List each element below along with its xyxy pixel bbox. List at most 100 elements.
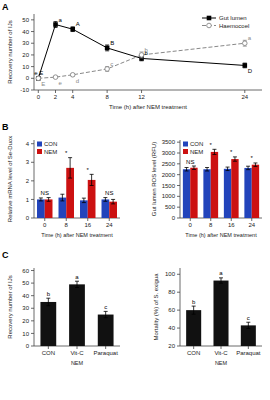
y-tick	[177, 163, 180, 164]
y-axis: 01234	[26, 140, 34, 221]
x-tick	[221, 346, 222, 349]
x-tick	[66, 218, 67, 221]
x-tick	[251, 218, 252, 221]
significance-label: a	[219, 270, 223, 276]
point-label: E	[41, 81, 45, 87]
y-tick	[177, 328, 180, 329]
error-bar	[185, 168, 189, 171]
x-axis-title: NEM	[71, 360, 84, 366]
x-tick-label: 0	[37, 94, 41, 100]
y-tick	[31, 31, 34, 32]
bar	[224, 169, 231, 218]
error-bar	[246, 322, 250, 328]
y-axis-line	[180, 268, 181, 346]
y-tick-label: 40	[22, 293, 29, 299]
x-tick	[190, 218, 191, 221]
point-label: e	[59, 80, 63, 86]
point	[36, 76, 41, 81]
x-tick-label: CON	[42, 350, 55, 356]
legend-swatch	[183, 149, 188, 154]
legend-label: NEM	[190, 149, 203, 155]
y-tick	[31, 270, 34, 271]
y-tick-label: 10	[22, 64, 29, 70]
legend-swatch	[183, 142, 188, 147]
x-tick	[87, 218, 88, 221]
significance-label: b	[192, 299, 196, 305]
legend-swatch	[37, 142, 42, 147]
point	[242, 41, 247, 46]
y-tick-label: 60	[22, 268, 29, 274]
x-tick	[210, 218, 211, 221]
y-tick-label: 2000	[162, 172, 176, 178]
panel: 0102030405060CONVit-CParaquatbacNEMRecov…	[2, 250, 120, 366]
error-bar	[60, 194, 64, 201]
error-bar	[219, 278, 223, 283]
y-tick-label: 3	[26, 159, 30, 165]
panel: 0500100015002000250030003500081624NS***T…	[151, 139, 262, 238]
y-tick-label: 30	[22, 40, 29, 46]
legend-label: Gut lumen	[219, 15, 247, 21]
bar	[69, 284, 85, 346]
error-bar	[47, 198, 51, 202]
x-axis: 081624	[34, 218, 120, 228]
bar	[244, 168, 251, 218]
x-axis: CONVit-CParaquat	[34, 346, 120, 356]
y-axis: -1001020304050	[20, 14, 34, 93]
bar	[80, 200, 88, 218]
y-tick-label: 3500	[162, 139, 176, 145]
y-tick	[31, 78, 34, 79]
bar	[183, 169, 190, 218]
y-tick-label: 1000	[162, 193, 176, 199]
x-tick	[44, 218, 45, 221]
y-axis-title: Recovery number of IJs	[7, 275, 13, 338]
x-tick-label: 16	[228, 222, 235, 228]
point	[36, 76, 41, 81]
y-tick	[31, 143, 34, 144]
y-tick	[177, 185, 180, 186]
y-tick	[31, 283, 34, 284]
y-tick-label: 0	[26, 343, 30, 349]
error-bar	[105, 67, 109, 72]
y-tick-label: 10	[22, 331, 29, 337]
x-axis-title: NEM	[215, 360, 228, 366]
y-tick-label: 4	[26, 141, 30, 147]
x-tick-label: 24	[248, 222, 255, 228]
point	[105, 46, 110, 51]
x-tick	[109, 218, 110, 221]
bar-series	[40, 281, 113, 346]
labels: bac	[192, 270, 250, 320]
x-tick-label: Paraquat	[93, 350, 118, 356]
significance-label: NS	[105, 190, 113, 196]
significance-label: b	[47, 291, 51, 297]
bar	[213, 281, 228, 346]
y-tick-label: 50	[22, 280, 29, 286]
significance-label: NS	[41, 190, 49, 196]
plot-area	[183, 149, 259, 218]
x-tick-label: 0	[189, 222, 193, 228]
y-tick	[177, 174, 180, 175]
y-tick	[31, 43, 34, 44]
y-axis-line	[34, 268, 35, 346]
y-tick	[31, 218, 34, 219]
y-axis-title: Recovery number of IJs	[7, 20, 13, 83]
y-tick-label: 80	[168, 289, 175, 295]
x-tick	[48, 346, 49, 349]
error-bar	[68, 158, 72, 178]
y-tick-label: 40	[22, 29, 29, 35]
x-axis: 02481224	[34, 90, 262, 100]
y-tick	[177, 346, 180, 347]
significance-label: a	[75, 274, 79, 280]
y-tick-label: 1	[26, 197, 30, 203]
point-label: e,E	[34, 70, 43, 76]
legend-swatch	[37, 149, 42, 154]
point	[139, 53, 144, 58]
error-bar	[243, 63, 247, 68]
point-label: b	[145, 47, 149, 53]
y-tick-label: 100	[165, 271, 176, 277]
legend-marker	[207, 23, 212, 28]
x-tick-label: CON	[187, 350, 200, 356]
x-tick	[72, 90, 73, 93]
y-tick-label: 500	[165, 204, 176, 210]
error-bar	[103, 198, 107, 202]
point	[53, 75, 58, 80]
